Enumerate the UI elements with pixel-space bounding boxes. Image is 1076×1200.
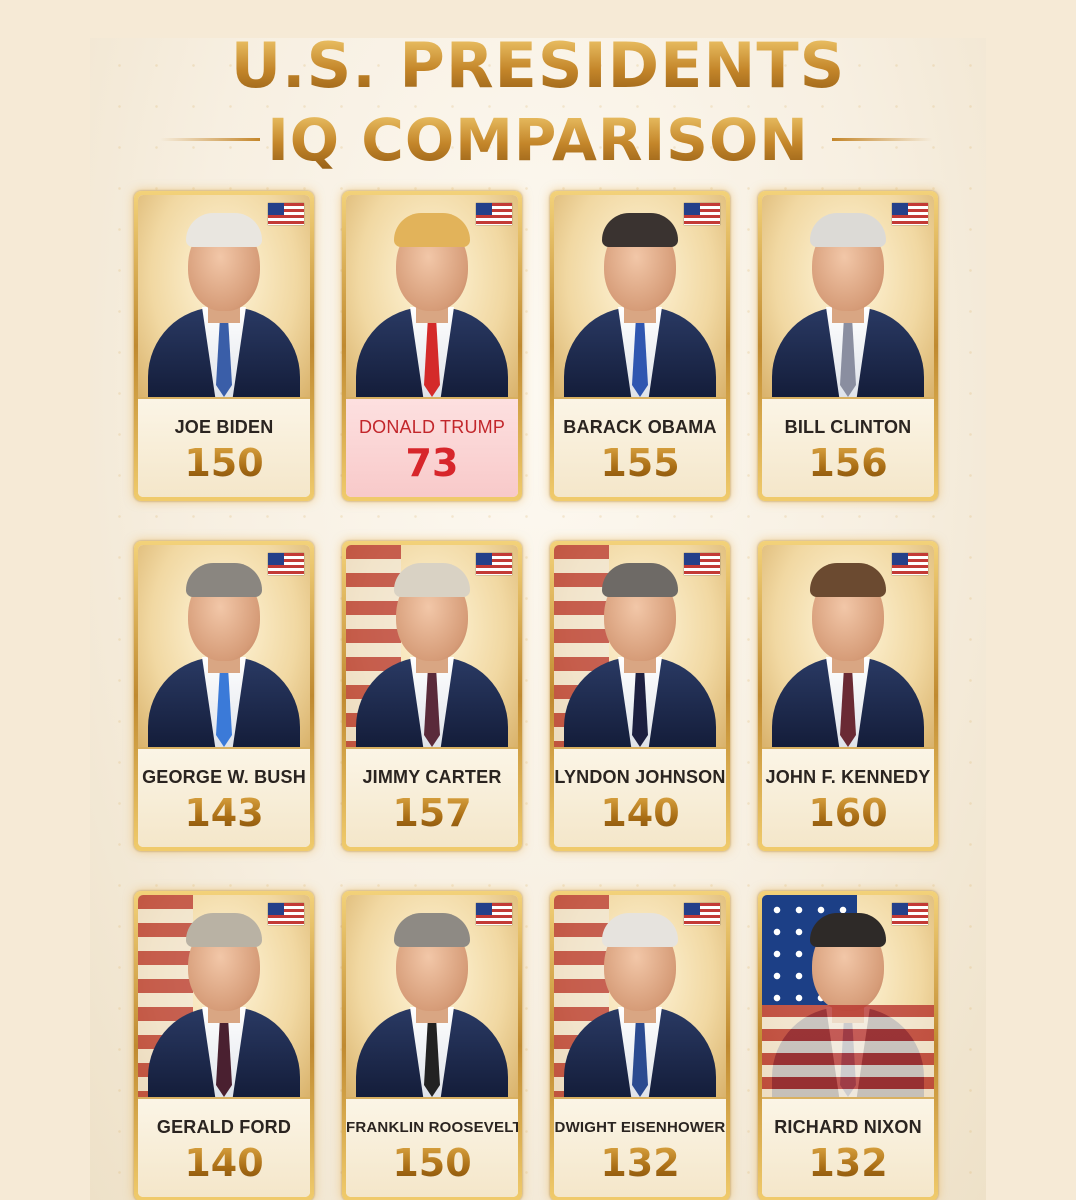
us-flag-icon xyxy=(268,203,304,225)
title-rule-left xyxy=(160,138,260,141)
tie xyxy=(424,667,440,747)
president-card-johnson: LYNDON JOHNSON 140 xyxy=(550,541,730,851)
poster: U.S. PRESIDENTS IQ COMPARISON JOE BIDEN … xyxy=(90,38,986,1200)
president-card-nixon: RICHARD NIXON 132 xyxy=(758,891,938,1200)
iq-score: 73 xyxy=(405,441,459,485)
president-name: FRANKLIN ROOSEVELT xyxy=(346,1119,518,1136)
president-name: RICHARD NIXON xyxy=(774,1117,922,1137)
title-rule-right xyxy=(832,138,932,141)
hair xyxy=(394,563,470,597)
us-flag-icon xyxy=(268,903,304,925)
tie xyxy=(216,667,232,747)
tie xyxy=(840,667,856,747)
us-flag-icon xyxy=(684,903,720,925)
iq-score: 157 xyxy=(346,789,518,837)
president-name: BILL CLINTON xyxy=(784,417,912,437)
hair xyxy=(810,913,886,947)
hair xyxy=(810,213,886,247)
iq-score: 150 xyxy=(346,1139,518,1187)
portrait-image xyxy=(346,895,518,1097)
portrait-image xyxy=(762,195,934,397)
portrait-image xyxy=(346,545,518,747)
title-line-1: U.S. PRESIDENTS xyxy=(90,38,986,102)
tie xyxy=(840,317,856,397)
portrait-image xyxy=(762,895,934,1097)
portrait-image xyxy=(138,895,310,1097)
iq-score: 132 xyxy=(762,1139,934,1187)
portrait-image xyxy=(762,545,934,747)
president-name: DWIGHT EISENHOWER xyxy=(554,1119,726,1136)
iq-score: 150 xyxy=(138,439,310,487)
portrait-image xyxy=(346,195,518,397)
tie xyxy=(632,667,648,747)
hair xyxy=(810,563,886,597)
hair xyxy=(602,213,678,247)
us-flag-icon xyxy=(476,553,512,575)
us-flag-icon xyxy=(892,903,928,925)
hair xyxy=(602,913,678,947)
tie xyxy=(424,1017,440,1097)
president-name: GEORGE W. BUSH xyxy=(142,767,306,787)
hair xyxy=(394,213,470,247)
president-name: JIMMY CARTER xyxy=(362,767,502,787)
president-name: JOE BIDEN xyxy=(174,417,274,437)
president-name: DONALD TRUMP xyxy=(358,417,506,437)
president-card-carter: JIMMY CARTER 157 xyxy=(342,541,522,851)
us-flag-icon xyxy=(892,553,928,575)
president-card-trump: DONALD TRUMP 73 xyxy=(342,191,522,501)
us-flag-icon xyxy=(476,903,512,925)
tie xyxy=(840,1017,856,1097)
president-card-roosevelt: FRANKLIN ROOSEVELT 150 xyxy=(342,891,522,1200)
portrait-image xyxy=(554,545,726,747)
iq-score: 156 xyxy=(762,439,934,487)
tie xyxy=(632,317,648,397)
us-flag-icon xyxy=(268,553,304,575)
hair xyxy=(394,913,470,947)
portrait-image xyxy=(138,545,310,747)
president-card-biden: JOE BIDEN 150 xyxy=(134,191,314,501)
president-card-kennedy: JOHN F. KENNEDY 160 xyxy=(758,541,938,851)
hair xyxy=(186,563,262,597)
president-name: LYNDON JOHNSON xyxy=(554,767,726,787)
president-name: GERALD FORD xyxy=(156,1117,292,1137)
hair xyxy=(602,563,678,597)
iq-score: 160 xyxy=(762,789,934,837)
president-name: BARACK OBAMA xyxy=(563,417,717,437)
president-card-clinton: BILL CLINTON 156 xyxy=(758,191,938,501)
iq-score: 155 xyxy=(554,439,726,487)
iq-score: 140 xyxy=(138,1139,310,1187)
us-flag-icon xyxy=(684,203,720,225)
title-line-2: IQ COMPARISON xyxy=(90,106,986,174)
tie xyxy=(424,317,440,397)
president-card-obama: BARACK OBAMA 155 xyxy=(550,191,730,501)
president-card-eisenhower: DWIGHT EISENHOWER 132 xyxy=(550,891,730,1200)
portrait-image xyxy=(554,195,726,397)
iq-score: 143 xyxy=(138,789,310,837)
portrait-image xyxy=(554,895,726,1097)
iq-score: 140 xyxy=(554,789,726,837)
us-flag-icon xyxy=(892,203,928,225)
tie xyxy=(632,1017,648,1097)
us-flag-icon xyxy=(684,553,720,575)
tie xyxy=(216,317,232,397)
hair xyxy=(186,213,262,247)
tie xyxy=(216,1017,232,1097)
president-card-ford: GERALD FORD 140 xyxy=(134,891,314,1200)
portrait-image xyxy=(138,195,310,397)
hair xyxy=(186,913,262,947)
president-name: JOHN F. KENNEDY xyxy=(765,767,931,787)
us-flag-icon xyxy=(476,203,512,225)
iq-score: 132 xyxy=(554,1139,726,1187)
president-card-bush: GEORGE W. BUSH 143 xyxy=(134,541,314,851)
